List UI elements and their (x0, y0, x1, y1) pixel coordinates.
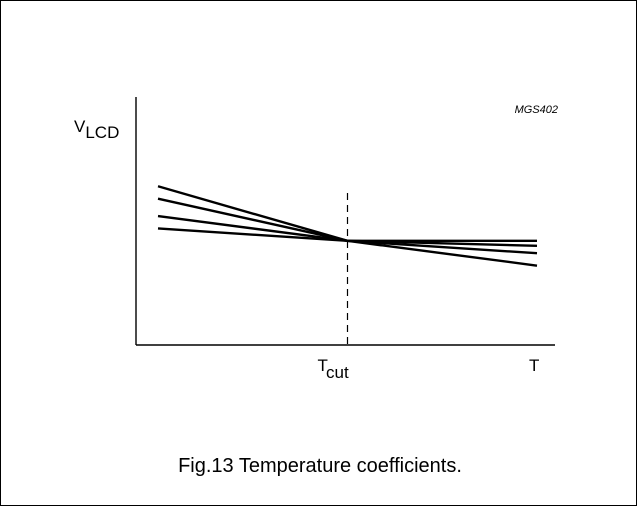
t-cut-label-sub: cut (326, 363, 349, 382)
figure-id: MGS402 (515, 104, 558, 116)
figure-caption: Fig.13 Temperature coefficients. (178, 455, 462, 477)
x-axis-label: T (529, 356, 539, 375)
series-line-4 (157, 185, 538, 267)
y-axis-label-main: V (74, 117, 86, 136)
y-axis-label: VLCD (74, 117, 119, 142)
t-cut-label: Tcut (318, 356, 349, 382)
t-cut-label-main: T (318, 356, 328, 375)
y-axis-label-sub: LCD (85, 123, 119, 142)
